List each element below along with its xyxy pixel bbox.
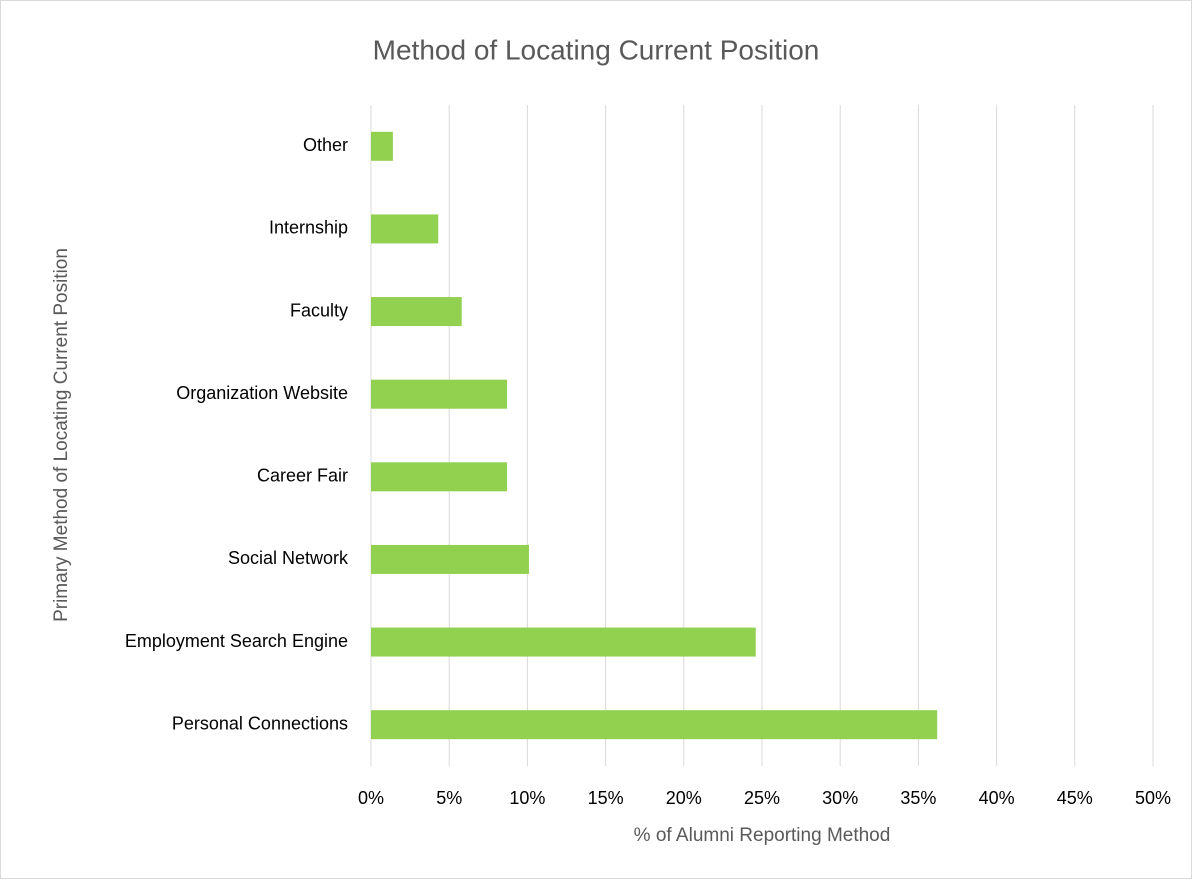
y-tick-label: Employment Search Engine — [125, 631, 348, 651]
bar — [371, 627, 756, 657]
x-tick-label: 35% — [900, 788, 936, 808]
y-tick-label: Other — [303, 135, 348, 155]
bar — [371, 131, 393, 161]
y-axis-label: Primary Method of Locating Current Posit… — [51, 248, 72, 622]
x-tick-label: 5% — [436, 788, 462, 808]
bar — [371, 379, 508, 409]
chart-title: Method of Locating Current Position — [373, 34, 820, 65]
x-axis-label: % of Alumni Reporting Method — [634, 825, 891, 846]
y-tick-label: Career Fair — [257, 466, 348, 486]
bar — [371, 710, 938, 740]
y-tick-label: Internship — [269, 218, 348, 238]
x-tick-label: 20% — [666, 788, 702, 808]
bar — [371, 462, 508, 492]
x-tick-label: 0% — [358, 788, 384, 808]
bar — [371, 214, 439, 244]
bar — [371, 544, 529, 574]
bar — [371, 297, 462, 327]
x-tick-label: 50% — [1135, 788, 1171, 808]
y-tick-label: Personal Connections — [172, 713, 348, 733]
y-tick-label: Organization Website — [176, 383, 348, 403]
x-tick-label: 45% — [1057, 788, 1093, 808]
x-tick-label: 15% — [588, 788, 624, 808]
x-tick-label: 25% — [744, 788, 780, 808]
x-tick-label: 30% — [822, 788, 858, 808]
y-tick-label: Faculty — [290, 300, 348, 320]
x-tick-label: 40% — [979, 788, 1015, 808]
x-tick-label: 10% — [509, 788, 545, 808]
y-tick-label: Social Network — [228, 548, 349, 568]
